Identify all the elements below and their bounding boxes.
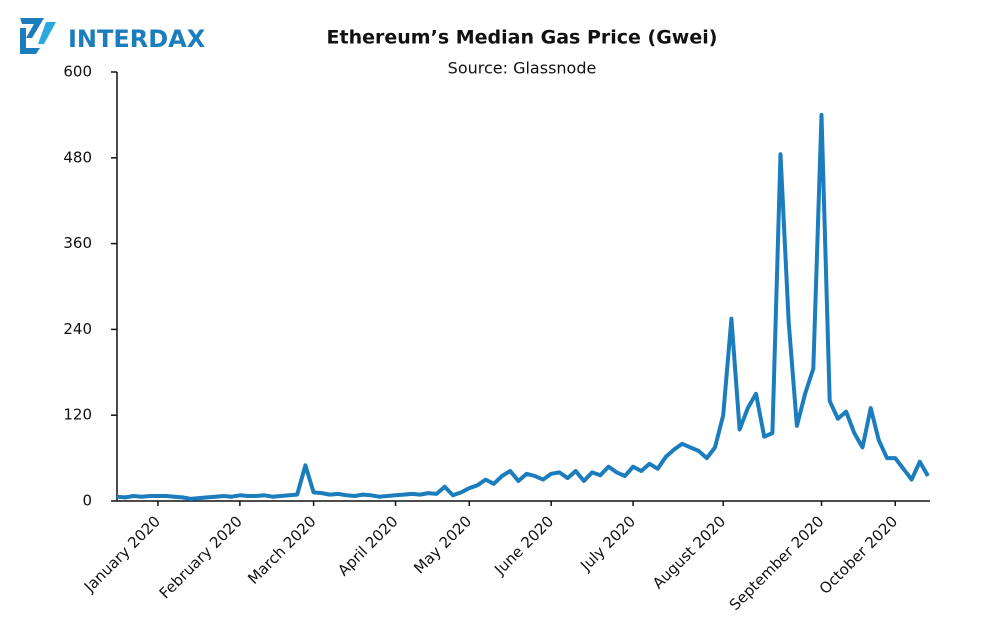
x-tick-label: June 2020 [490, 512, 557, 579]
x-tick-label: September 2020 [726, 512, 828, 614]
x-tick-label: March 2020 [244, 512, 319, 587]
logo-icon [20, 18, 56, 54]
chart-title: Ethereum’s Median Gas Price (Gwei) [327, 27, 718, 49]
x-tick-label: January 2020 [80, 512, 164, 596]
y-tick-label: 480 [63, 148, 92, 166]
x-tick-label: August 2020 [649, 512, 729, 592]
x-tick-label: May 2020 [410, 512, 475, 577]
brand: INTERDAX [68, 25, 206, 53]
line [116, 112, 930, 501]
x-tick-label: October 2020 [816, 512, 902, 598]
y-tick-label: 600 [63, 63, 92, 81]
y-tick-label: 120 [63, 406, 92, 424]
x-tick-label: April 2020 [334, 512, 401, 579]
y-tick-label: 240 [63, 320, 92, 338]
chart-subtitle: Source: Glassnode [448, 59, 597, 78]
x-tick-label: February 2020 [156, 512, 246, 602]
y-tick-label: 0 [82, 492, 92, 510]
x-tick-label: July 2020 [576, 512, 639, 575]
y-tick-label: 360 [63, 234, 92, 252]
